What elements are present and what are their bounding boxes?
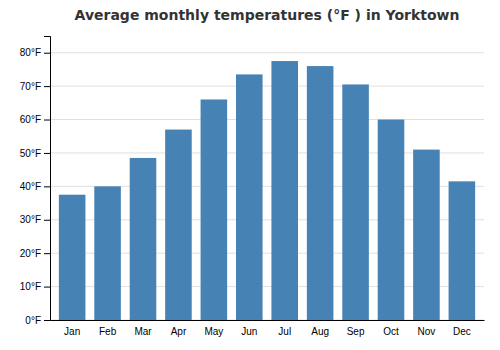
x-tick: May (204, 326, 223, 337)
chart-container: 0°F 10°F 20°F 30°F 40°F 50°F 60°F 70°F 80°F Jan Fe… (0, 0, 500, 350)
y-tick-mark (44, 153, 50, 154)
grid (50, 53, 484, 320)
grid-line (50, 86, 484, 87)
y-tick-mark (44, 53, 50, 54)
y-tick: 80°F (20, 47, 50, 58)
bar (378, 120, 405, 320)
y-tick: 60°F (20, 114, 50, 125)
bar (201, 99, 228, 320)
bar (449, 181, 476, 320)
y-tick-label: 60°F (20, 114, 41, 125)
x-tick: Oct (383, 326, 399, 337)
bar (59, 195, 86, 320)
y-tick-label: 10°F (20, 281, 41, 292)
x-tick-label: Jun (241, 326, 257, 337)
x-tick: Aug (311, 326, 329, 337)
x-tick-label: Apr (171, 326, 187, 337)
x-tick: Mar (134, 326, 152, 337)
x-tick: Sep (347, 326, 365, 337)
y-tick-mark (44, 220, 50, 221)
y-tick-label: 30°F (20, 214, 41, 225)
x-tick-label: May (204, 326, 223, 337)
y-tick-label: 20°F (20, 248, 41, 259)
y-tick-mark (44, 120, 50, 121)
y-tick-label: 50°F (20, 148, 41, 159)
x-tick-label: Dec (453, 326, 471, 337)
y-tick: 0°F (25, 315, 50, 326)
x-tick: Jun (241, 326, 257, 337)
bar (165, 130, 192, 320)
y-tick: 10°F (20, 281, 50, 292)
bar (342, 84, 369, 320)
title: Average monthly temperatures (°F ) in Yo… (75, 7, 460, 23)
y-tick-label: 80°F (20, 47, 41, 58)
x-axis-line (51, 320, 485, 321)
x-tick: Feb (99, 326, 117, 337)
y-tick: 20°F (20, 248, 50, 259)
y-axis-line (44, 37, 51, 321)
grid-line (50, 52, 484, 53)
bar (94, 186, 121, 320)
y-tick: 30°F (20, 214, 50, 225)
x-tick: Nov (418, 326, 436, 337)
y-tick-mark (44, 320, 50, 321)
y-tick-mark (44, 253, 50, 254)
y-tick: 40°F (20, 181, 50, 192)
x-tick-label: Aug (311, 326, 329, 337)
x-tick-label: Feb (99, 326, 117, 337)
y-tick-label: 0°F (25, 315, 41, 326)
grid-line (50, 119, 484, 120)
bar (130, 158, 157, 320)
x-tick: Apr (171, 326, 187, 337)
x-tick: Jan (64, 326, 80, 337)
bar (413, 150, 440, 320)
y-tick-mark (44, 287, 50, 288)
x-axis: Jan Feb Mar Apr May Jun Jul Aug Sep Oct Nov Dec (51, 321, 485, 338)
bar (236, 74, 263, 320)
bars (59, 61, 475, 320)
y-tick-mark (44, 86, 50, 87)
x-tick-label: Jan (64, 326, 80, 337)
chart-svg: 0°F 10°F 20°F 30°F 40°F 50°F 60°F 70°F 80°F Jan Fe… (0, 0, 500, 350)
x-tick-label: Jul (278, 326, 291, 337)
x-tick-label: Mar (134, 326, 152, 337)
x-tick-label: Sep (347, 326, 365, 337)
x-tick-label: Nov (418, 326, 436, 337)
y-tick-mark (44, 186, 50, 187)
x-tick-label: Oct (383, 326, 399, 337)
x-tick: Jul (278, 326, 291, 337)
y-tick: 70°F (20, 81, 50, 92)
plot-area: 0°F 10°F 20°F 30°F 40°F 50°F 60°F 70°F 80°F Jan Fe… (20, 37, 485, 338)
x-tick: Dec (453, 326, 471, 337)
y-tick-label: 70°F (20, 81, 41, 92)
bar (307, 66, 334, 320)
bar (271, 61, 298, 320)
y-tick-label: 40°F (20, 181, 41, 192)
y-tick: 50°F (20, 148, 50, 159)
y-axis: 0°F 10°F 20°F 30°F 40°F 50°F 60°F 70°F 80°F (20, 37, 51, 326)
